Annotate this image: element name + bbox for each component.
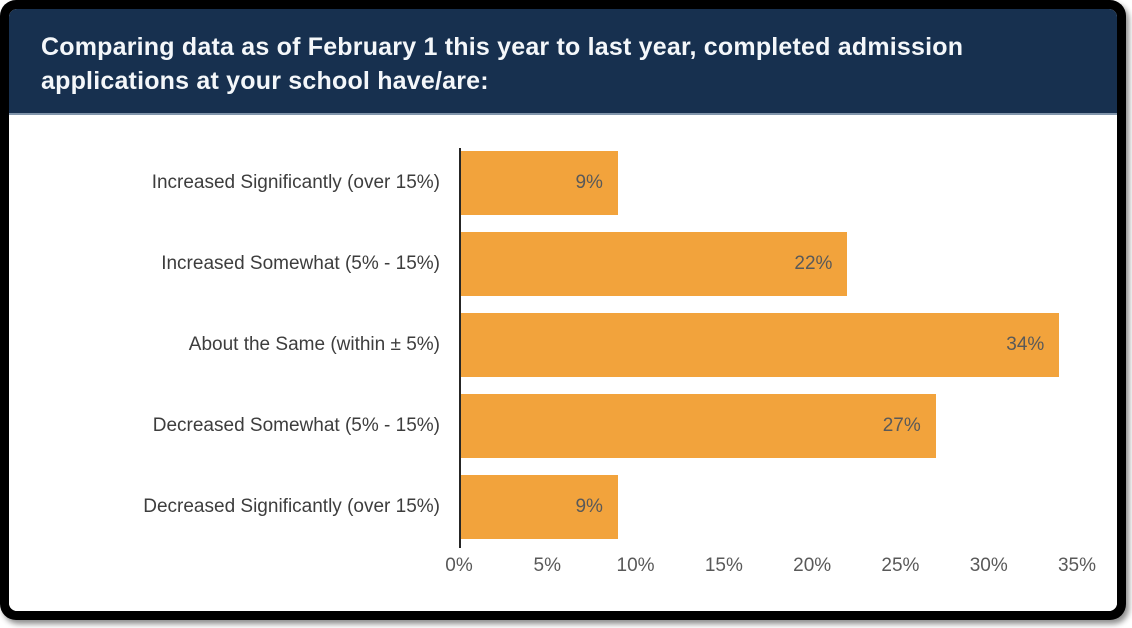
bar-value-label: 27%: [882, 415, 921, 436]
bar-value-label: 9%: [575, 172, 603, 193]
x-axis: 0% 5% 10% 15% 20% 25% 30% 35%: [445, 555, 1096, 581]
bar: 22%: [459, 232, 848, 296]
x-tick-label: 10%: [616, 555, 655, 576]
x-tick-label: 5%: [533, 555, 562, 576]
chart-row: Increased Somewhat (5% - 15%) 22%: [29, 232, 1077, 296]
x-tick-label: 25%: [881, 555, 920, 576]
category-label: Decreased Somewhat (5% - 15%): [152, 415, 440, 436]
chart-rows: Increased Significantly (over 15%) 9% Incr…: [29, 148, 1077, 548]
bar-track: 27%: [459, 394, 1077, 458]
page-title: Comparing data as of February 1 this yea…: [41, 33, 964, 95]
x-tick-label: 35%: [1057, 555, 1097, 576]
bar-value-label: 34%: [1006, 334, 1045, 355]
bar-track: 22%: [459, 232, 1077, 296]
category-label: Increased Somewhat (5% - 15%): [161, 253, 440, 274]
chart-row: About the Same (within ± 5%) 34%: [29, 313, 1077, 377]
bar-track: 34%: [459, 313, 1077, 377]
bar: 27%: [459, 394, 936, 458]
x-tick-label: 15%: [704, 555, 743, 576]
category-label: About the Same (within ± 5%): [188, 334, 440, 355]
bar-track: 9%: [459, 151, 1077, 215]
x-tick-label: 30%: [969, 555, 1008, 576]
bar-track: 9%: [459, 475, 1077, 539]
bar-value-label: 9%: [575, 496, 603, 517]
bar: 34%: [459, 313, 1060, 377]
bar-value-label: 22%: [794, 253, 833, 274]
chart-row: Increased Significantly (over 15%) 9%: [29, 151, 1077, 215]
x-tick-label: 20%: [793, 555, 832, 576]
x-tick-label: 0%: [445, 555, 473, 576]
category-label: Increased Significantly (over 15%): [151, 172, 440, 193]
chart-header: Comparing data as of February 1 this yea…: [9, 9, 1117, 115]
chart-row: Decreased Somewhat (5% - 15%) 27%: [29, 394, 1077, 458]
y-axis-line: [459, 148, 461, 548]
chart-row: Decreased Significantly (over 15%) 9%: [29, 475, 1077, 539]
chart-card: Comparing data as of February 1 this yea…: [9, 9, 1117, 611]
chart-area: Increased Significantly (over 15%) 9% Incr…: [9, 115, 1117, 611]
category-label: Decreased Significantly (over 15%): [143, 496, 440, 517]
bar: 9%: [459, 151, 618, 215]
bar: 9%: [459, 475, 618, 539]
